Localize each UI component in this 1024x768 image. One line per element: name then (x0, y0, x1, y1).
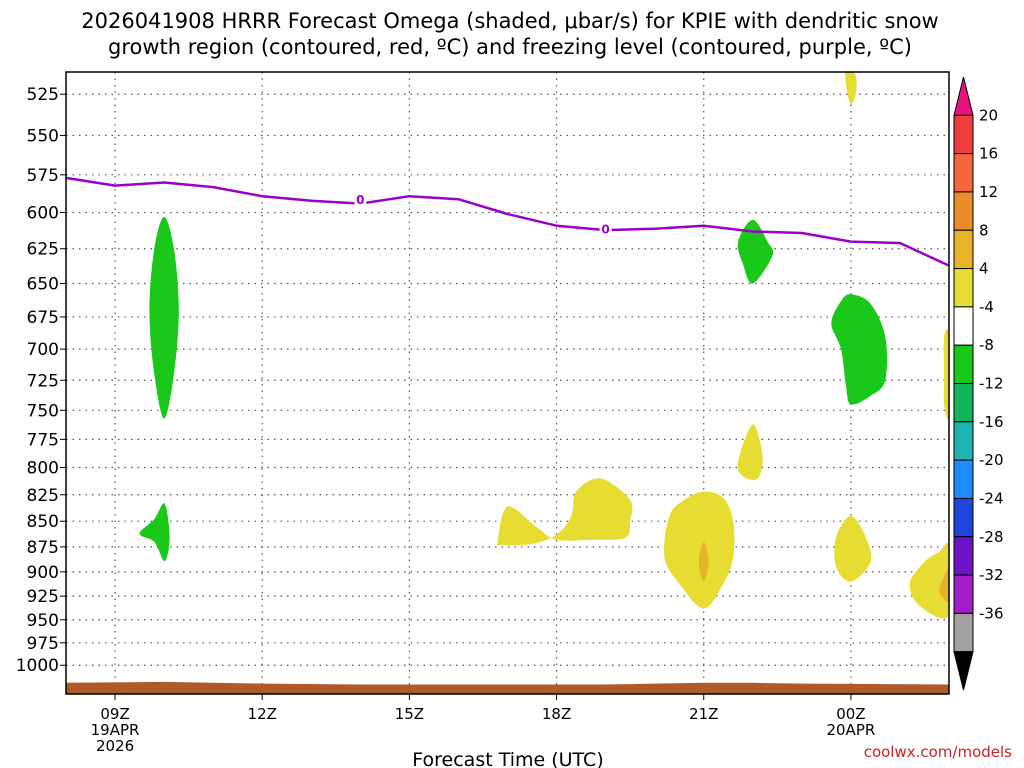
x-tick-label: 2026 (96, 737, 134, 755)
colorbar-bin (953, 383, 974, 423)
omega-region (939, 568, 949, 602)
colorbar-label: -16 (979, 413, 1004, 431)
y-tick-label: 975 (27, 634, 59, 654)
colorbar-arrow-top (953, 76, 974, 116)
colorbar-label: -8 (979, 336, 994, 354)
colorbar-label: -28 (979, 528, 1004, 546)
colorbar-label: -24 (979, 489, 1004, 507)
colorbar: 20 16 12 8 4 -4 -8 -12 -16 -20 -24 -28 -32 -36 (953, 76, 1004, 691)
freezing-level-label: 0 (356, 193, 364, 207)
colorbar-label: -4 (979, 298, 994, 316)
colorbar-bin (953, 421, 974, 461)
omega-region (664, 491, 735, 609)
y-tick-label: 725 (27, 371, 59, 391)
x-tick-label: 09Z (100, 705, 129, 723)
colorbar-label: 4 (979, 260, 989, 278)
colorbar-bin (953, 344, 974, 384)
y-axis: 525 550 575 600 625 650 675 700 725 750 775 800 825 8… (16, 85, 66, 676)
colorbar-label: 12 (979, 183, 998, 201)
freezing-level-label: 0 (601, 223, 609, 237)
y-tick-label: 900 (27, 563, 59, 583)
omega-region (139, 503, 170, 562)
x-tick-label: 21Z (689, 705, 718, 723)
y-tick-label: 600 (27, 204, 59, 224)
y-tick-label: 550 (27, 126, 59, 146)
y-tick-label: 525 (27, 85, 59, 105)
colorbar-bin (953, 191, 974, 231)
y-tick-label: 875 (27, 538, 59, 558)
freezing-level-label-bg (354, 191, 367, 208)
omega-region (845, 72, 857, 105)
freezing-level-layer: 00 (65, 176, 950, 267)
omega-region (497, 478, 633, 546)
colorbar-bin (953, 612, 974, 653)
y-tick-label: 575 (27, 166, 59, 186)
y-tick-label: 800 (27, 458, 59, 478)
plot-background (66, 72, 949, 694)
omega-region (831, 294, 888, 405)
y-tick-label: 950 (27, 611, 59, 631)
y-tick-label: 850 (27, 512, 59, 532)
omega-region (149, 217, 179, 419)
y-tick-label: 825 (27, 486, 59, 506)
omega-region (834, 516, 872, 582)
colorbar-bin (953, 268, 974, 308)
y-tick-label: 1000 (16, 656, 59, 676)
omega-region (943, 328, 949, 421)
colorbar-bin (953, 497, 974, 538)
omega-region (698, 541, 709, 582)
chart-title-line-2: growth region (contoured, red, ºC) and f… (108, 35, 912, 59)
freezing-level-label-bg (599, 220, 612, 237)
omega-region (737, 424, 763, 481)
x-tick-label: 15Z (395, 705, 424, 723)
colorbar-bin (953, 306, 974, 346)
omega-region (909, 542, 949, 619)
colorbar-label: 20 (979, 106, 998, 124)
credit-text: coolwx.com/models (864, 743, 1012, 761)
colorbar-bin (953, 229, 974, 270)
grid-lines (66, 72, 949, 694)
colorbar-bin (953, 459, 974, 499)
colorbar-arrow-bottom (953, 651, 974, 691)
y-tick-label: 750 (27, 401, 59, 421)
omega-region (737, 219, 774, 284)
y-tick-label: 675 (27, 308, 59, 328)
colorbar-label: -20 (979, 451, 1004, 469)
colorbar-bin (953, 114, 974, 155)
x-tick-label: 12Z (248, 705, 277, 723)
colorbar-label: 8 (979, 221, 989, 239)
x-tick-label: 19APR (91, 721, 140, 739)
freezing-level-line (65, 176, 950, 267)
colorbar-label: -32 (979, 566, 1004, 584)
y-tick-label: 650 (27, 274, 59, 294)
chart-title-line-1: 2026041908 HRRR Forecast Omega (shaded, … (81, 9, 938, 33)
plot-frame (65, 71, 950, 695)
colorbar-bin (953, 536, 974, 576)
x-tick-label: 20APR (826, 721, 875, 739)
y-tick-label: 775 (27, 430, 59, 450)
x-axis-label: Forecast Time (UTC) (412, 749, 603, 768)
terrain-band (66, 681, 949, 694)
x-tick-label: 18Z (542, 705, 571, 723)
terrain-layer (66, 681, 949, 694)
omega-regions (139, 72, 949, 619)
colorbar-label: -36 (979, 604, 1004, 622)
colorbar-bin (953, 153, 974, 193)
colorbar-bin (953, 574, 974, 614)
x-tick-label: 00Z (836, 705, 865, 723)
colorbar-label: 16 (979, 145, 998, 163)
colorbar-label: -12 (979, 375, 1004, 393)
y-tick-label: 925 (27, 587, 59, 607)
y-tick-label: 625 (27, 240, 59, 260)
y-tick-label: 700 (27, 340, 59, 360)
